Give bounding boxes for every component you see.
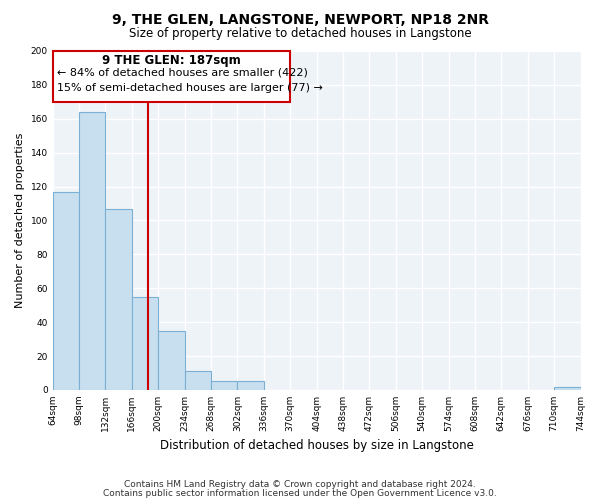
Bar	[238, 382, 264, 390]
Text: Size of property relative to detached houses in Langstone: Size of property relative to detached ho…	[128, 28, 472, 40]
Bar	[554, 386, 581, 390]
Text: Contains HM Land Registry data © Crown copyright and database right 2024.: Contains HM Land Registry data © Crown c…	[124, 480, 476, 489]
FancyBboxPatch shape	[53, 51, 290, 102]
Bar	[106, 208, 132, 390]
Bar	[53, 192, 79, 390]
Bar	[185, 372, 211, 390]
Text: 9 THE GLEN: 187sqm: 9 THE GLEN: 187sqm	[102, 54, 241, 68]
Text: 15% of semi-detached houses are larger (77) →: 15% of semi-detached houses are larger (…	[56, 83, 322, 93]
Text: 9, THE GLEN, LANGSTONE, NEWPORT, NP18 2NR: 9, THE GLEN, LANGSTONE, NEWPORT, NP18 2N…	[112, 12, 488, 26]
Bar	[132, 296, 158, 390]
Bar	[211, 382, 238, 390]
Text: ← 84% of detached houses are smaller (422): ← 84% of detached houses are smaller (42…	[56, 68, 307, 78]
Text: Contains public sector information licensed under the Open Government Licence v3: Contains public sector information licen…	[103, 488, 497, 498]
X-axis label: Distribution of detached houses by size in Langstone: Distribution of detached houses by size …	[160, 440, 473, 452]
Bar	[158, 330, 185, 390]
Y-axis label: Number of detached properties: Number of detached properties	[15, 133, 25, 308]
Bar	[79, 112, 106, 390]
